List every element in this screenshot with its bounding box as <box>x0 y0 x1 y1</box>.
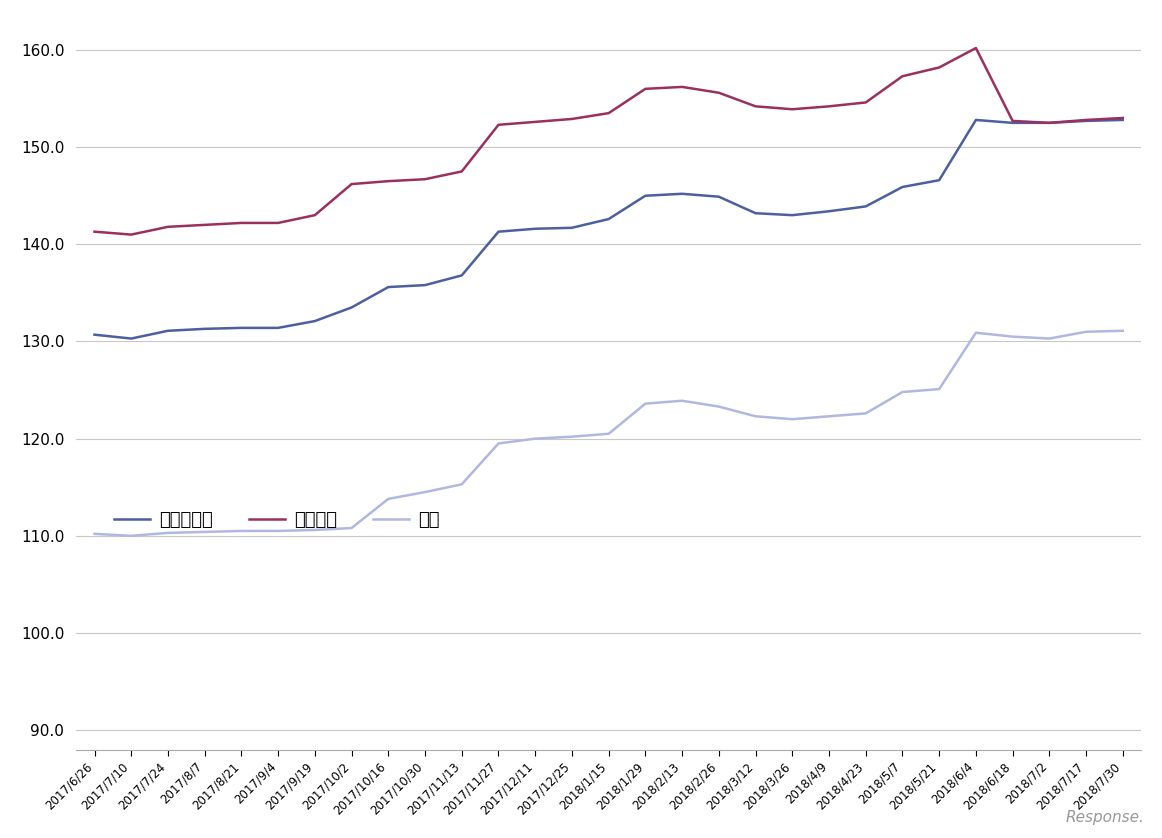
軽油 <box>932 384 946 394</box>
軽油 <box>418 487 432 497</box>
軽油 <box>675 396 689 406</box>
軽油 <box>859 408 873 418</box>
レギュラー <box>271 323 285 333</box>
レギュラー <box>124 334 138 344</box>
軽油 <box>896 387 910 397</box>
ハイオク <box>1042 118 1056 128</box>
軽油 <box>381 494 395 504</box>
ハイオク <box>1116 113 1129 123</box>
レギュラー <box>1005 118 1019 128</box>
ハイオク <box>124 230 138 240</box>
軽油 <box>308 525 322 535</box>
レギュラー <box>162 326 175 336</box>
軽油 <box>124 530 138 541</box>
レギュラー <box>638 191 652 201</box>
レギュラー <box>1042 118 1056 128</box>
軽油 <box>786 414 799 424</box>
レギュラー <box>87 329 101 339</box>
ハイオク <box>345 179 359 189</box>
ハイオク <box>896 71 910 81</box>
ハイオク <box>565 114 579 124</box>
軽油 <box>969 328 983 338</box>
ハイオク <box>969 43 983 53</box>
ハイオク <box>859 97 873 107</box>
レギュラー <box>565 223 579 233</box>
軽油 <box>492 438 505 448</box>
ハイオク <box>748 101 762 111</box>
ハイオク <box>638 84 652 94</box>
レギュラー <box>712 192 726 202</box>
軽油 <box>454 479 468 489</box>
軽油 <box>87 529 101 539</box>
ハイオク <box>198 220 211 230</box>
ハイオク <box>822 101 835 111</box>
ハイオク <box>932 63 946 73</box>
レギュラー <box>198 323 211 334</box>
Line: ハイオク: ハイオク <box>94 48 1122 235</box>
レギュラー <box>675 189 689 199</box>
レギュラー <box>932 175 946 185</box>
ハイオク <box>235 218 249 228</box>
ハイオク <box>381 176 395 186</box>
レギュラー <box>786 210 799 220</box>
軽油 <box>162 528 175 538</box>
ハイオク <box>786 104 799 114</box>
ハイオク <box>1079 115 1093 125</box>
軽油 <box>565 432 579 442</box>
ハイオク <box>492 120 505 130</box>
軽油 <box>271 526 285 536</box>
軽油 <box>345 523 359 533</box>
レギュラー <box>822 206 835 216</box>
軽油 <box>1005 332 1019 342</box>
軽油 <box>235 526 249 536</box>
ハイオク <box>712 88 726 98</box>
ハイオク <box>1005 116 1019 126</box>
ハイオク <box>87 226 101 236</box>
ハイオク <box>454 167 468 177</box>
軽油 <box>748 411 762 422</box>
Legend: レギュラー, ハイオク, 軽油: レギュラー, ハイオク, 軽油 <box>107 504 447 536</box>
レギュラー <box>748 208 762 218</box>
レギュラー <box>492 226 505 236</box>
レギュラー <box>308 316 322 326</box>
Text: Response.: Response. <box>1066 810 1145 825</box>
軽油 <box>638 399 652 409</box>
レギュラー <box>1079 116 1093 126</box>
ハイオク <box>308 210 322 220</box>
レギュラー <box>896 182 910 192</box>
レギュラー <box>969 115 983 125</box>
軽油 <box>1079 327 1093 337</box>
レギュラー <box>345 303 359 313</box>
レギュラー <box>454 271 468 281</box>
Line: 軽油: 軽油 <box>94 331 1122 535</box>
レギュラー <box>859 201 873 211</box>
ハイオク <box>675 82 689 92</box>
ハイオク <box>271 218 285 228</box>
軽油 <box>822 411 835 422</box>
軽油 <box>1042 334 1056 344</box>
レギュラー <box>381 282 395 292</box>
軽油 <box>602 429 616 439</box>
レギュラー <box>529 224 543 234</box>
レギュラー <box>235 323 249 333</box>
ハイオク <box>602 108 616 118</box>
ハイオク <box>418 174 432 184</box>
レギュラー <box>1116 115 1129 125</box>
レギュラー <box>418 280 432 290</box>
軽油 <box>712 401 726 411</box>
レギュラー <box>602 214 616 224</box>
Line: レギュラー: レギュラー <box>94 120 1122 339</box>
軽油 <box>1116 326 1129 336</box>
軽油 <box>529 433 543 443</box>
軽油 <box>198 527 211 537</box>
ハイオク <box>162 222 175 232</box>
ハイオク <box>529 116 543 127</box>
